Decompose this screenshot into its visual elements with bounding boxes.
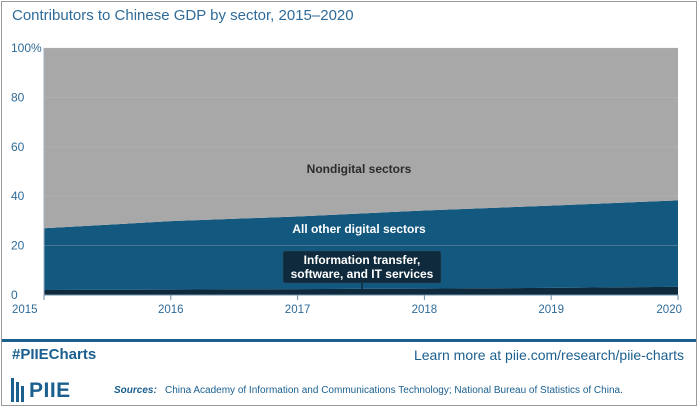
label-nondigital: Nondigital sectors	[307, 162, 412, 176]
area-series-1	[44, 200, 678, 291]
area-chart: 0 20 40 60 80 100% 2015 2016 2017 2018 2019 2020 N…	[11, 41, 682, 316]
x-tick-label: 2015	[12, 304, 38, 316]
footer-rule	[2, 339, 696, 342]
sources-label: Sources:	[114, 385, 157, 396]
callout-line-2: software, and IT services	[291, 267, 434, 281]
chart-title: Contributors to Chinese GDP by sector, 2…	[12, 7, 354, 24]
area-series-2	[44, 48, 678, 229]
y-tick-label: 0	[11, 288, 18, 302]
x-tick-label: 2019	[538, 304, 564, 316]
hashtag[interactable]: #PIIECharts	[12, 346, 97, 363]
y-tick-label: 80	[11, 90, 25, 104]
area-series-0	[44, 286, 678, 295]
x-tick-label: 2017	[285, 304, 311, 316]
y-tick-label: 60	[11, 140, 25, 154]
y-tick-label: 20	[11, 239, 25, 253]
callout-line-1: Information transfer,	[304, 253, 421, 267]
label-other-digital: All other digital sectors	[292, 222, 426, 236]
piie-logo-icon	[11, 378, 24, 402]
sources-text: China Academy of Information and Communi…	[165, 385, 623, 396]
learn-more-link[interactable]: Learn more at piie.com/research/piie-cha…	[413, 347, 684, 363]
callout-info-transfer: Information transfer, software, and IT s…	[282, 250, 442, 292]
piie-logo-text: PIIE	[29, 379, 71, 402]
y-tick-label: 100%	[11, 41, 42, 55]
x-tick-label: 2016	[158, 304, 184, 316]
y-tick-label: 40	[11, 189, 25, 203]
x-tick-label: 2018	[412, 304, 438, 316]
x-tick-label: 2020	[656, 304, 682, 316]
